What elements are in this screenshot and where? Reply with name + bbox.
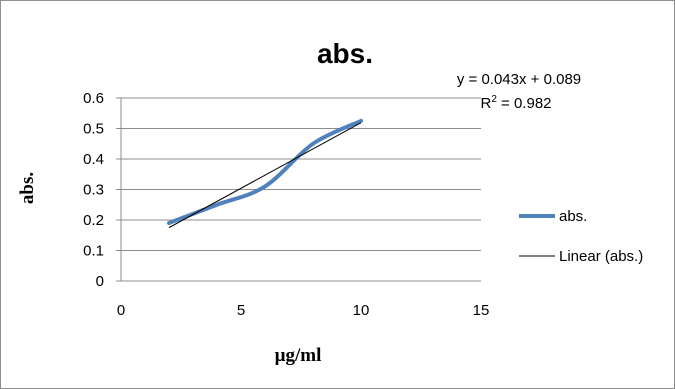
y-tick-label: 0.6 xyxy=(83,90,104,107)
legend-label-series: abs. xyxy=(559,208,587,225)
r-squared-superscript: 2 xyxy=(491,94,497,105)
legend: abs. Linear (abs.) xyxy=(519,208,643,265)
r-squared-prefix: R xyxy=(480,95,491,112)
y-tick-label: 0.1 xyxy=(83,243,104,260)
r-squared-value: = 0.982 xyxy=(497,95,552,112)
x-tick-label: 0 xyxy=(117,302,125,319)
x-tick-label: 5 xyxy=(237,302,245,319)
y-tick-label: 0.5 xyxy=(83,121,104,138)
x-axis-title: µg/ml xyxy=(275,345,322,366)
x-tick-label: 10 xyxy=(353,302,370,319)
y-tick-label: 0.3 xyxy=(83,182,104,199)
y-tick-label: 0.2 xyxy=(83,212,104,229)
gridlines xyxy=(116,97,481,282)
r-squared-label: R2 = 0.982 xyxy=(480,94,551,112)
y-tick-label: 0.4 xyxy=(83,151,104,168)
series-line-abs xyxy=(167,118,363,226)
legend-label-trendline: Linear (abs.) xyxy=(559,248,643,265)
x-tick-label: 15 xyxy=(473,302,490,319)
trendline-equation: y = 0.043x + 0.089 xyxy=(457,71,581,88)
y-tick-labels: 0 0.1 0.2 0.3 0.4 0.5 0.6 xyxy=(83,90,104,290)
y-axis-title: abs. xyxy=(17,172,38,204)
y-tick-label: 0 xyxy=(96,273,104,290)
x-tick-labels: 0 5 10 15 xyxy=(117,302,490,319)
plot-series xyxy=(167,118,363,229)
trendline xyxy=(168,122,362,229)
chart-title: abs. xyxy=(317,38,373,69)
